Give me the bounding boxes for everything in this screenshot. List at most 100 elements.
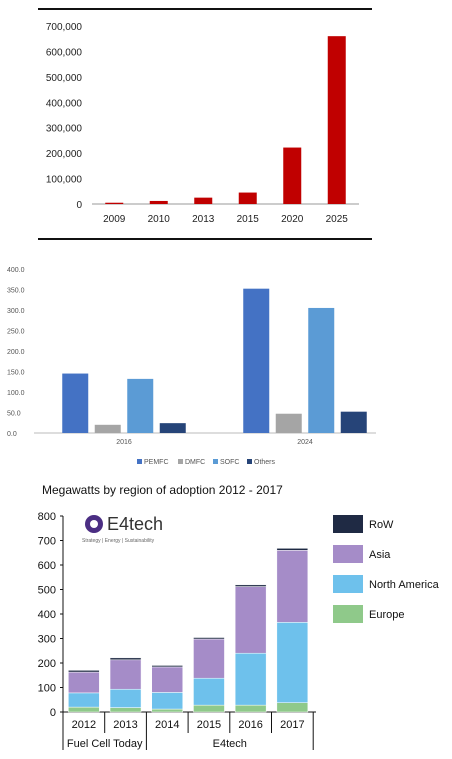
chart-3: Megawatts by region of adoption 2012 - 2… <box>38 483 440 750</box>
y-tick-label: 400.0 <box>7 267 25 274</box>
bar <box>94 424 121 433</box>
chart-title: Megawatts by region of adoption 2012 - 2… <box>42 483 283 497</box>
y-tick-label: 700,000 <box>46 22 83 33</box>
y-tick-label: 200.0 <box>7 349 25 356</box>
bar-segment <box>276 622 309 703</box>
y-tick-label: 200 <box>38 658 56 670</box>
legend-label: SOFC <box>220 459 239 466</box>
y-tick-label: 0 <box>50 707 56 719</box>
bar <box>238 192 257 204</box>
legend-swatch <box>333 575 363 593</box>
bar-segment <box>68 670 100 673</box>
bar-segment <box>151 692 183 710</box>
y-tick-label: 600 <box>38 560 56 572</box>
bar-segment <box>234 584 267 587</box>
legend-label: PEMFC <box>144 459 169 466</box>
bar-segment <box>276 548 309 551</box>
bar-segment <box>151 666 183 693</box>
y-tick-label: 350.0 <box>7 288 25 295</box>
bar-segment <box>193 637 225 640</box>
bar-segment <box>109 657 142 661</box>
bar <box>127 378 154 433</box>
y-tick-label: 100 <box>38 683 56 695</box>
bar-segment <box>109 688 142 708</box>
legend-swatch <box>247 459 252 464</box>
y-tick-label: 250.0 <box>7 329 25 336</box>
group-label: E4tech <box>213 738 247 750</box>
x-tick-label: 2016 <box>116 439 132 446</box>
y-tick-label: 300 <box>38 634 56 646</box>
bar <box>62 373 89 433</box>
logo-tagline: Strategy | Energy | Sustainability <box>82 538 155 544</box>
logo-mark-inner <box>90 520 98 528</box>
bar <box>340 411 367 433</box>
legend-swatch <box>137 459 142 464</box>
bar-segment <box>151 708 183 713</box>
legend-label: Asia <box>369 549 391 561</box>
y-tick-label: 700 <box>38 536 56 548</box>
e4tech-logo: E4tech Strategy | Energy | Sustainabilit… <box>82 514 163 544</box>
x-tick-label: 2025 <box>326 214 349 225</box>
bar <box>275 413 302 433</box>
legend-swatch <box>213 459 218 464</box>
legend-swatch <box>333 605 363 623</box>
legend-label: Europe <box>369 609 404 621</box>
bar <box>283 147 302 204</box>
chart-1: 0 100,000 200,000 300,000 400,000 500,000 600,… <box>38 8 372 240</box>
bar <box>243 288 270 433</box>
bar <box>159 423 186 433</box>
x-tick-label: 2016 <box>238 719 262 731</box>
legend-swatch <box>178 459 183 464</box>
x-tick-label: 2013 <box>192 214 215 225</box>
bar-segment <box>234 586 267 654</box>
x-tick-label: 2015 <box>197 719 221 731</box>
x-tick-label: 2014 <box>155 719 179 731</box>
chart-2: 0.0 50.0 100.0 150.0 200.0 250.0 300.0 350.0 400… <box>7 267 376 466</box>
x-tick-label: 2012 <box>72 719 96 731</box>
bar-segment <box>109 659 142 690</box>
y-tick-label: 600,000 <box>46 47 83 58</box>
bar-segment <box>193 677 225 706</box>
bar-segment <box>276 702 309 713</box>
bar <box>327 36 346 204</box>
y-tick-label: 50.0 <box>7 411 21 418</box>
legend-label: RoW <box>369 519 394 531</box>
x-tick-label: 2015 <box>237 214 260 225</box>
bar-segment <box>68 692 100 708</box>
group-label: Fuel Cell Today <box>67 738 143 750</box>
x-tick-label: 2013 <box>113 719 137 731</box>
bar-segment <box>276 550 309 623</box>
x-tick-label: 2009 <box>103 214 126 225</box>
bar-segment <box>109 707 142 713</box>
legend-label: North America <box>369 579 440 591</box>
bar <box>308 307 335 433</box>
x-tick-label: 2017 <box>280 719 304 731</box>
y-tick-label: 300,000 <box>46 124 83 135</box>
bar-segment <box>234 704 267 713</box>
bar-segment <box>193 638 225 679</box>
bar-segment <box>193 704 225 713</box>
y-tick-label: 200,000 <box>46 149 83 160</box>
x-tick-label: 2010 <box>148 214 171 225</box>
y-tick-label: 150.0 <box>7 370 25 377</box>
bar <box>105 202 124 204</box>
legend-label: DMFC <box>185 459 205 466</box>
y-tick-label: 100,000 <box>46 175 83 186</box>
legend-swatch <box>333 545 363 563</box>
y-tick-label: 800 <box>38 511 56 523</box>
logo-text: E4tech <box>107 514 163 534</box>
bar-segment <box>68 706 100 713</box>
legend-swatch <box>333 515 363 533</box>
y-tick-label: 0.0 <box>7 431 17 438</box>
bar <box>194 197 213 204</box>
y-tick-label: 0 <box>76 200 82 211</box>
x-tick-label: 2020 <box>281 214 304 225</box>
x-tick-label: 2024 <box>297 439 313 446</box>
y-tick-label: 500,000 <box>46 73 83 84</box>
y-tick-label: 400,000 <box>46 98 83 109</box>
bar-segment <box>234 652 267 706</box>
y-tick-label: 400 <box>38 609 56 621</box>
bar <box>149 200 168 204</box>
bar-segment <box>151 665 183 668</box>
legend-label: Others <box>254 459 276 466</box>
